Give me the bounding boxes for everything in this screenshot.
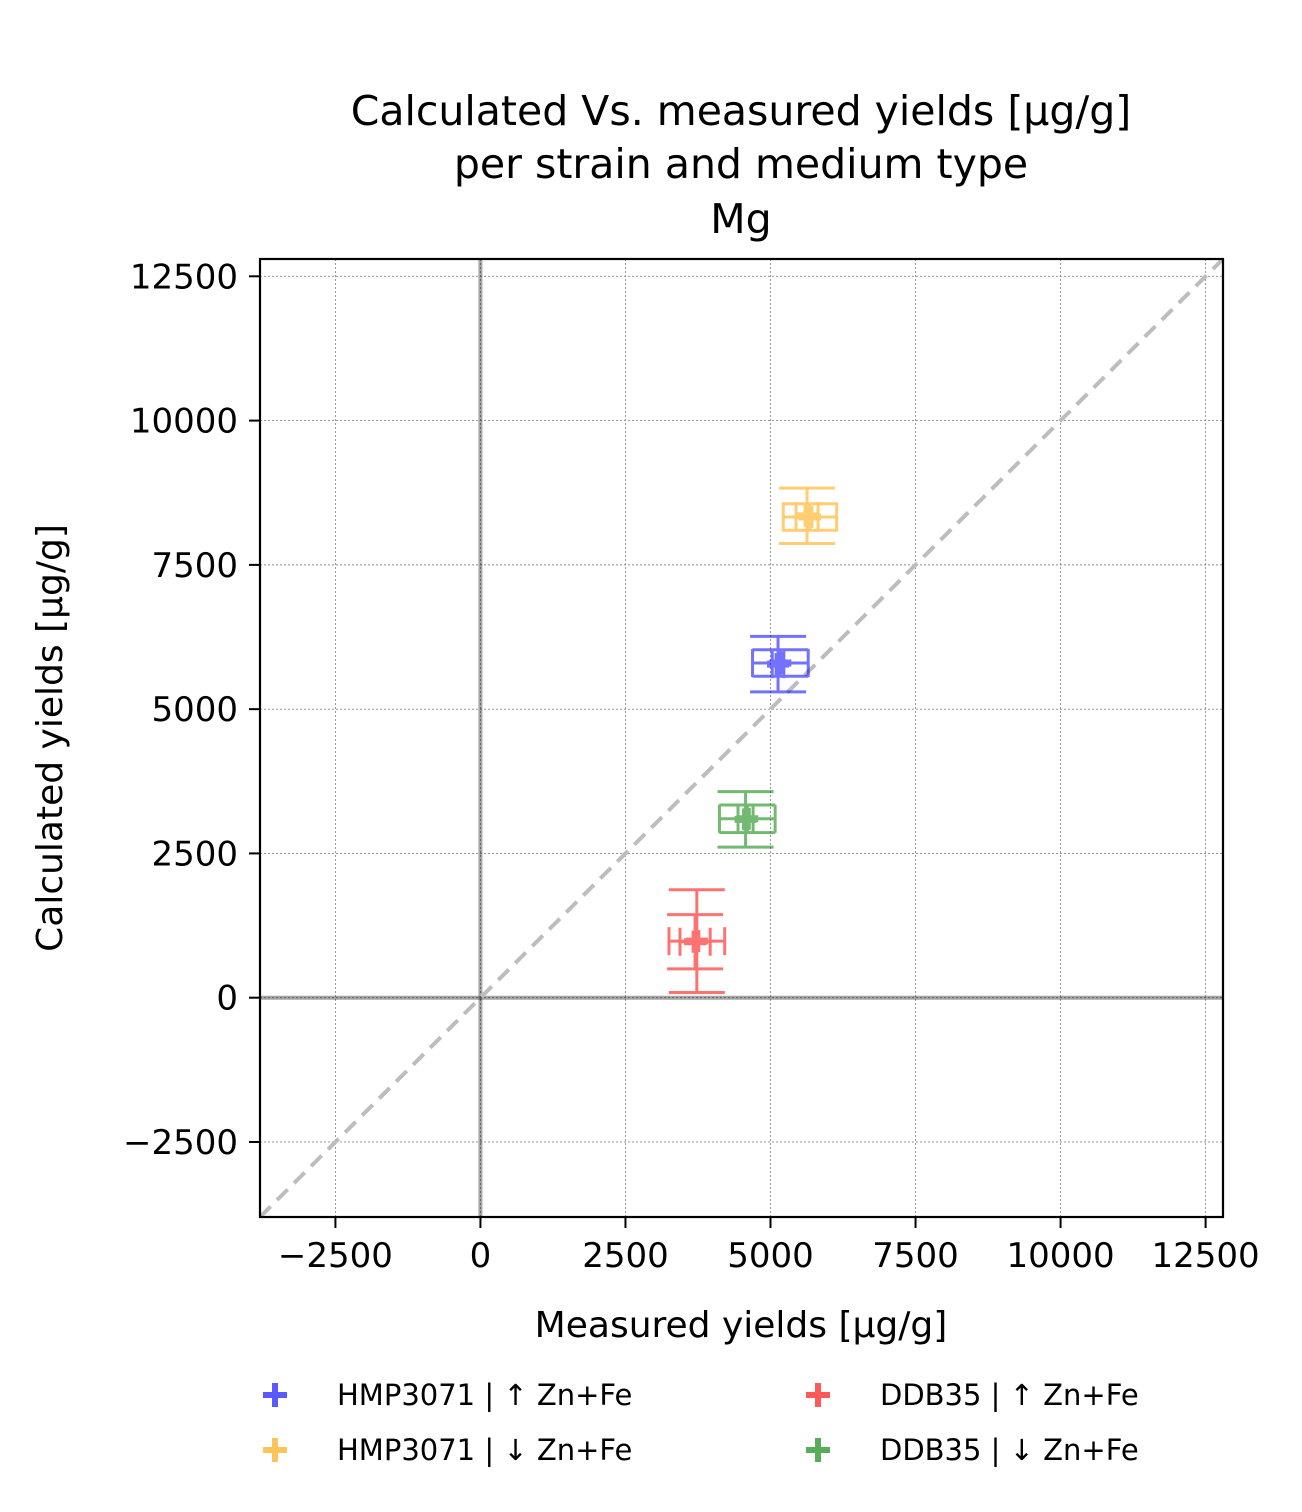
y-tick-label-6: 12500 <box>130 257 238 297</box>
plus-marker <box>767 653 790 676</box>
plus-marker <box>684 930 707 953</box>
legend-item-1: HMP3071 | ↓ Zn+Fe <box>263 1433 632 1467</box>
data-points <box>667 486 839 995</box>
series-3 <box>717 790 777 849</box>
y-axis-label: Calculated yields [µg/g] <box>30 524 71 952</box>
legend-marker-icon <box>263 1383 287 1407</box>
x-tick-label-4: 7500 <box>872 1236 959 1276</box>
title-line-3: Mg <box>710 195 771 243</box>
x-axis-label: Measured yields [µg/g] <box>535 1305 948 1346</box>
legend-label: HMP3071 | ↓ Zn+Fe <box>337 1433 632 1467</box>
identity-line <box>258 257 1225 1219</box>
title-line-1: Calculated Vs. measured yields [µg/g] <box>351 87 1132 135</box>
chart-title: Calculated Vs. measured yields [µg/g] pe… <box>351 87 1132 243</box>
data-point-3-1 <box>717 790 774 849</box>
x-tick-label-5: 10000 <box>1006 1236 1114 1276</box>
plus-marker <box>796 504 819 527</box>
legend-marker-icon <box>263 1438 287 1462</box>
title-line-2: per strain and medium type <box>454 140 1028 188</box>
legend-item-3: DDB35 | ↓ Zn+Fe <box>806 1433 1139 1467</box>
x-tick-label-3: 5000 <box>727 1236 814 1276</box>
series-2 <box>667 888 727 995</box>
data-point-1-1 <box>779 486 836 546</box>
x-tick-label-6: 12500 <box>1152 1236 1260 1276</box>
reference-lines <box>258 257 1225 1219</box>
x-tick-label-2: 2500 <box>582 1236 669 1276</box>
legend-label: DDB35 | ↓ Zn+Fe <box>880 1433 1139 1467</box>
x-tick-label-0: −2500 <box>278 1236 393 1276</box>
data-point-0-1 <box>750 634 807 694</box>
axis-ticks: −2500 0 2500 5000 7500 10000 12500 −2500 0 2500 50… <box>123 257 1260 1276</box>
legend-item-2: DDB35 | ↑ Zn+Fe <box>806 1378 1139 1412</box>
legend: HMP3071 | ↑ Zn+Fe HMP3071 | ↓ Zn+Fe DDB35 … <box>263 1378 1139 1467</box>
y-tick-label-3: 5000 <box>151 690 238 730</box>
y-tick-label-4: 7500 <box>151 546 238 586</box>
plot-frame <box>258 257 1225 1219</box>
legend-label: HMP3071 | ↑ Zn+Fe <box>337 1378 632 1412</box>
x-tick-label-1: 0 <box>470 1236 492 1276</box>
legend-marker-icon <box>806 1438 830 1462</box>
series-0 <box>750 634 810 694</box>
series-1 <box>779 486 839 546</box>
grid <box>260 259 1223 1217</box>
legend-label: DDB35 | ↑ Zn+Fe <box>880 1378 1139 1412</box>
plus-marker <box>734 808 757 831</box>
data-point-2-1 <box>667 913 724 971</box>
legend-marker-icon <box>806 1383 830 1407</box>
legend-item-0: HMP3071 | ↑ Zn+Fe <box>263 1378 632 1412</box>
y-tick-label-5: 10000 <box>130 402 238 442</box>
y-tick-label-1: 0 <box>216 979 238 1019</box>
y-tick-label-0: −2500 <box>123 1123 238 1163</box>
y-tick-label-2: 2500 <box>151 834 238 874</box>
